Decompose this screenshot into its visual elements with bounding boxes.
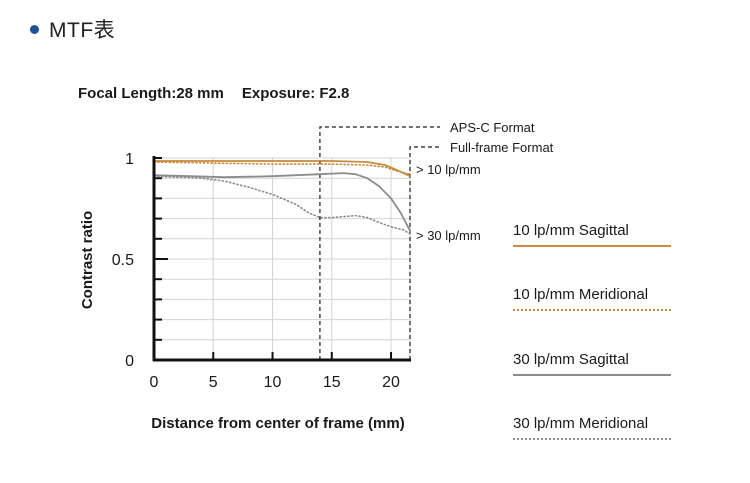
lens-settings: Focal Length:28 mm Exposure: F2.8 [78, 85, 349, 102]
y-tick-label: 0 [125, 353, 134, 370]
legend-label: 10 lp/mm Sagittal [513, 222, 629, 239]
x-tick-label: 10 [264, 374, 282, 391]
legend-swatch [513, 438, 671, 440]
legend-label: 30 lp/mm Meridional [513, 415, 649, 432]
legend-item: 30 lp/mm Meridional [513, 415, 671, 440]
lp10-annotation: > 10 lp/mm [416, 162, 481, 177]
section-heading: MTF表 [30, 14, 115, 44]
legend-item: 30 lp/mm Sagittal [513, 351, 671, 376]
bullet-icon [30, 24, 39, 34]
legend-label: 10 lp/mm Meridional [513, 286, 649, 303]
fullframe-format-marker [409, 146, 440, 360]
y-axis-label: Contrast ratio [79, 211, 96, 309]
series-line-30-lp-mm-meridional [153, 175, 411, 235]
section-title: MTF表 [49, 19, 116, 42]
apsc-format-label: APS-C Format [450, 120, 535, 135]
y-tick-label: 1 [125, 151, 134, 168]
x-axis-label: Distance from center of frame (mm) [151, 415, 404, 432]
legend-swatch [513, 245, 671, 247]
fullframe-format-label: Full-frame Format [450, 140, 554, 155]
x-tick-label: 0 [150, 374, 159, 391]
x-tick-label: 15 [323, 374, 341, 391]
legend-swatch [513, 374, 671, 376]
x-tick-label: 5 [209, 374, 218, 391]
legend-swatch [513, 309, 671, 311]
apsc-format-marker [319, 126, 440, 360]
legend-label: 30 lp/mm Sagittal [513, 351, 629, 368]
legend-item: 10 lp/mm Meridional [513, 286, 671, 311]
series-line-10-lp-mm-sagittal [153, 160, 411, 178]
series-line-10-lp-mm-meridional [153, 161, 411, 175]
lp30-annotation: > 30 lp/mm [416, 228, 481, 243]
legend-item: 10 lp/mm Sagittal [513, 222, 671, 247]
series-line-30-lp-mm-sagittal [153, 172, 411, 232]
x-tick-label: 20 [382, 374, 400, 391]
exposure-label: Exposure: F2.8 [241, 85, 350, 102]
focal-length-label: Focal Length:28 mm [78, 85, 224, 102]
y-tick-label: 0.5 [112, 252, 134, 269]
